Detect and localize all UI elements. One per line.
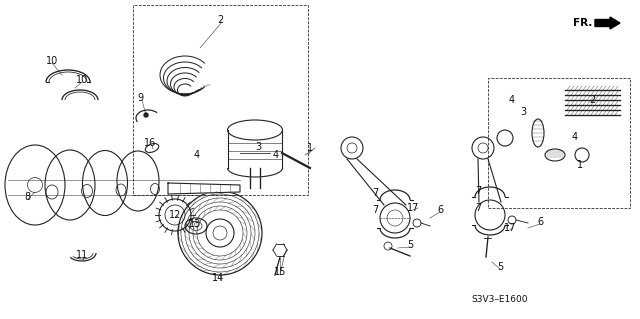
Text: 7: 7 [372,205,378,215]
Circle shape [144,113,148,117]
Text: 1: 1 [307,143,313,153]
Text: 8: 8 [24,192,30,202]
FancyArrow shape [595,17,620,29]
Text: 7: 7 [372,188,378,198]
Text: 7: 7 [475,186,481,196]
Text: 6: 6 [537,217,543,227]
Bar [133,5,308,195]
Text: 10: 10 [76,75,88,85]
Polygon shape [168,183,240,194]
Text: 12: 12 [169,210,181,220]
Text: 11: 11 [76,250,88,260]
Text: 14: 14 [212,273,224,283]
Text: 5: 5 [497,262,503,272]
Text: S3V3–E1600: S3V3–E1600 [472,295,528,305]
Text: 5: 5 [407,240,413,250]
Text: 17: 17 [407,203,419,213]
Text: 4: 4 [194,150,200,160]
Text: 3: 3 [520,107,526,117]
Text: 4: 4 [509,95,515,105]
Text: 4: 4 [572,132,578,142]
Text: 7: 7 [475,203,481,213]
Text: FR.: FR. [573,18,592,28]
Text: 1: 1 [577,160,583,170]
Text: 6: 6 [437,205,443,215]
Text: 15: 15 [274,267,286,277]
Text: 4: 4 [273,150,279,160]
Text: 2: 2 [217,15,223,25]
Text: 13: 13 [189,219,201,229]
Bar [488,78,630,208]
Text: 17: 17 [504,223,516,233]
Text: 16: 16 [144,138,156,148]
Text: 3: 3 [255,142,261,152]
Text: 2: 2 [589,95,595,105]
Text: 10: 10 [46,56,58,66]
Text: 9: 9 [137,93,143,103]
